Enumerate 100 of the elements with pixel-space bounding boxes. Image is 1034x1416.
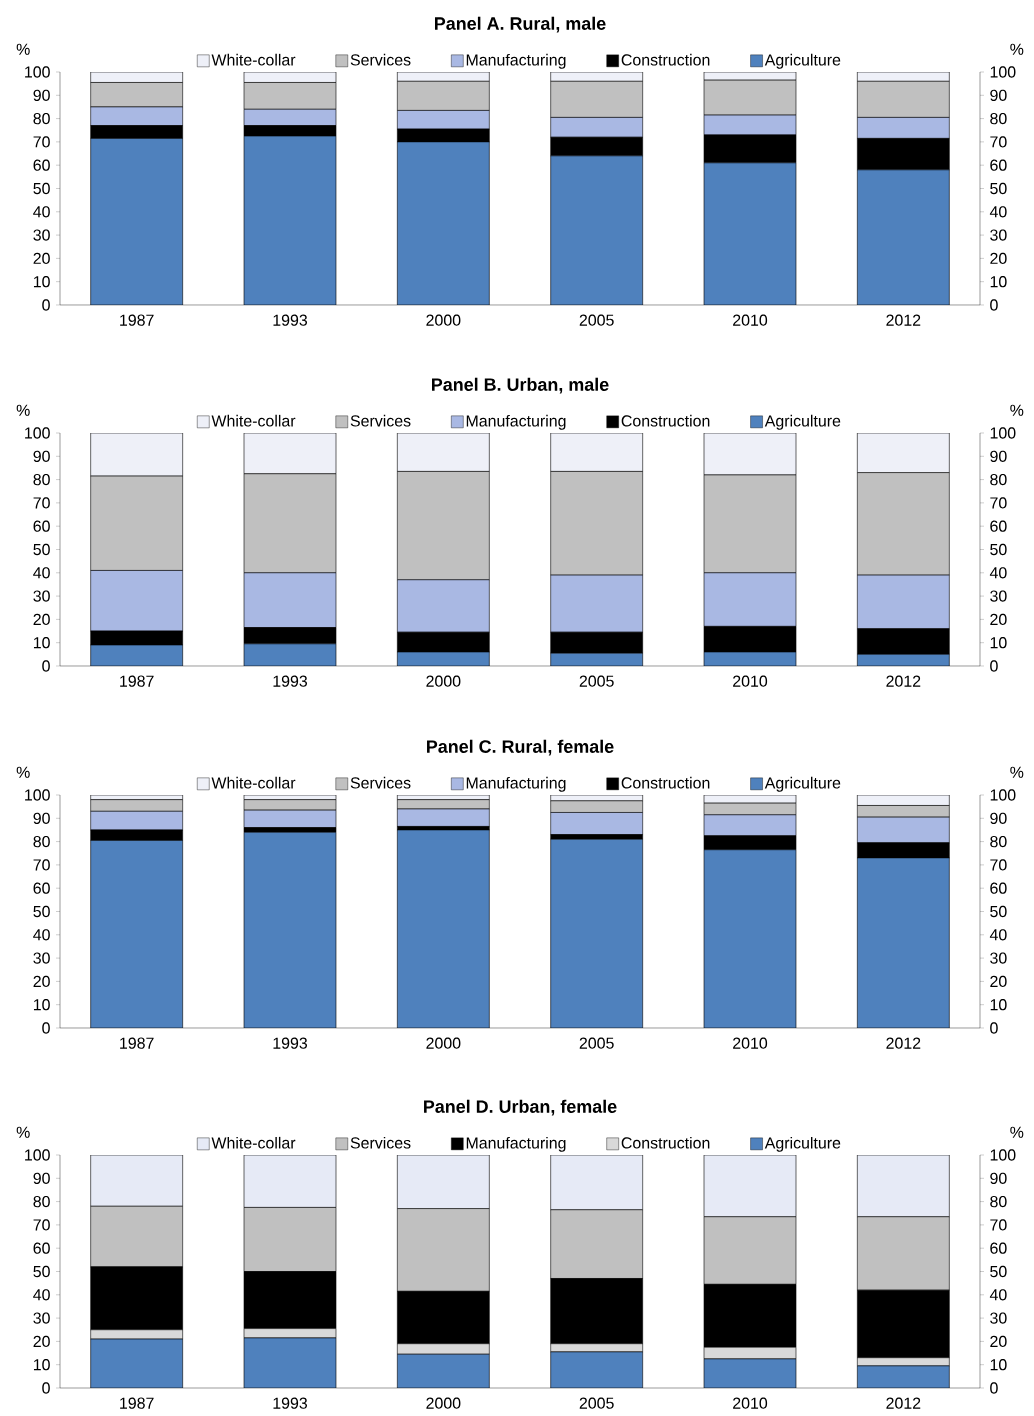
y2-tick-label: 30 [990,952,1007,964]
legend-label: Services [350,1136,411,1149]
x-tick-label: 2012 [886,1397,921,1409]
y2-tick-label: 10 [990,1359,1007,1371]
y2-tick-label: 50 [990,905,1007,918]
bar [550,1351,643,1388]
bar [550,155,643,305]
x-tick-label: 2000 [426,314,461,326]
y2-axis-title: % [1010,404,1024,416]
bar [244,136,336,305]
legend-label: Services [350,414,411,427]
y-tick-label: 40 [33,206,50,218]
y-tick-label: 40 [33,1289,50,1301]
y2-tick-label: 100 [990,427,1016,439]
y-axis-title: % [16,43,30,55]
y2-tick-label: 90 [990,812,1007,824]
y-tick-label: 0 [42,660,50,672]
x-tick-label: 1987 [120,1037,154,1049]
y-tick-label: 100 [25,427,50,439]
bar [90,1339,183,1388]
bar [397,141,490,305]
legend-label: Manufacturing [466,776,566,792]
y-tick-label: 20 [33,613,50,626]
y-tick-label: 80 [33,112,50,125]
bar [397,1155,490,1209]
y-tick-label: 30 [33,952,50,964]
legend-label: Agriculture [764,776,841,792]
y-tick-label: 50 [33,543,50,556]
y-tick-label: 10 [33,1359,50,1371]
chart-title: Panel B. Urban, male [432,377,609,394]
bar [243,1155,337,1208]
y-axis-title: % [16,1126,30,1138]
legend-label: Manufacturing [466,414,566,430]
y2-tick-label: 40 [989,929,1007,941]
y-axis-title: % [16,404,30,416]
y-tick-label: 70 [33,136,50,148]
x-tick-label: 1987 [120,314,154,326]
x-tick-label: 2012 [886,314,921,326]
legend-label: White-collar [211,1136,296,1149]
y2-tick-label: 80 [990,112,1007,125]
y-tick-label: 50 [33,905,50,918]
y-tick-label: 30 [33,590,50,602]
y-tick-label: 80 [33,835,50,848]
y-tick-label: 40 [33,929,50,941]
y-tick-label: 10 [33,999,50,1011]
y2-tick-label: 60 [990,882,1007,894]
legend-label: Manufacturing [466,53,566,69]
y2-tick-label: 100 [990,789,1016,801]
y2-tick-label: 70 [990,497,1007,509]
legend-label: Agriculture [764,414,841,430]
y2-tick-label: 100 [990,1149,1016,1161]
bar [704,162,797,305]
y-tick-label: 60 [33,882,50,894]
x-tick-label: 2000 [426,1037,461,1049]
y2-tick-label: 40 [989,567,1007,579]
y-tick-label: 0 [42,1022,50,1034]
bar [244,1337,336,1388]
y-tick-label: 100 [25,789,50,801]
y2-tick-label: 0 [990,660,998,672]
x-tick-label: 2000 [426,675,461,687]
bar [704,1358,797,1388]
legend-label: Services [350,776,411,789]
legend-label: Construction [621,414,710,427]
x-tick-label: 2012 [886,1037,921,1049]
bar [90,138,183,305]
y2-tick-label: 90 [990,1172,1007,1184]
y2-axis-title: % [1010,1126,1024,1138]
y-tick-label: 50 [33,182,50,195]
y-tick-label: 20 [33,975,50,988]
legend-label: Services [350,53,411,66]
y2-tick-label: 20 [990,252,1007,265]
x-tick-label: 2005 [579,675,614,687]
bar [397,1354,490,1388]
legend-label: Construction [621,53,710,66]
y-tick-label: 0 [42,1382,50,1394]
y2-tick-label: 50 [990,1265,1007,1278]
y2-tick-label: 30 [990,229,1007,241]
y-tick-label: 80 [33,1195,50,1208]
x-tick-label: 2010 [733,314,768,326]
chart-title: Panel A. Rural, male [435,16,606,33]
y2-tick-label: 80 [990,835,1007,848]
y2-tick-label: 50 [990,543,1007,556]
y-tick-label: 50 [33,1265,50,1278]
y-tick-label: 20 [33,1335,50,1348]
y2-tick-label: 40 [989,1289,1007,1301]
y2-tick-label: 0 [990,1382,998,1394]
y-tick-label: 90 [33,89,50,101]
y-tick-label: 10 [33,637,50,649]
y-tick-label: 90 [33,450,50,462]
y2-tick-label: 100 [990,66,1016,78]
y2-tick-label: 10 [990,276,1007,288]
chart-title: Panel C. Rural, female [427,739,614,756]
legend-label: White-collar [211,53,296,66]
x-tick-label: 2010 [733,675,768,687]
y2-axis-title: % [1010,766,1024,778]
y2-tick-label: 0 [990,299,998,311]
x-tick-label: 2010 [733,1397,768,1409]
x-tick-label: 2000 [426,1397,461,1409]
legend-label: White-collar [211,414,296,427]
legend-label: White-collar [211,776,296,789]
